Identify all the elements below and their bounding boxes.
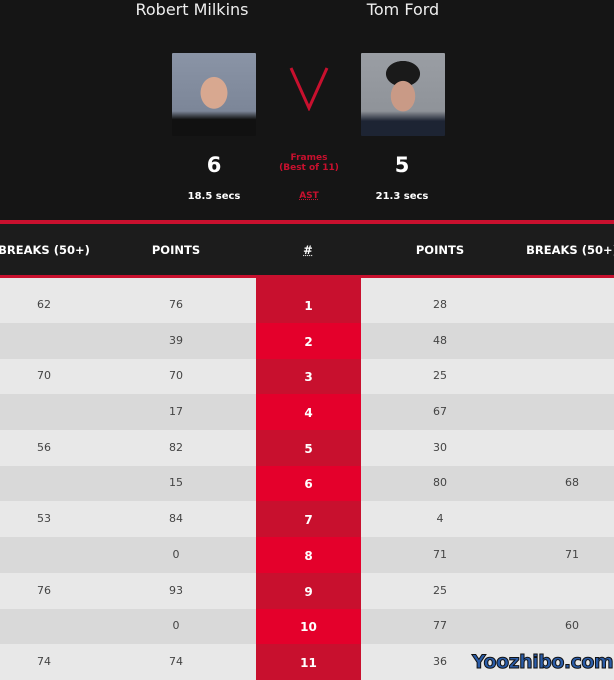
cell-points-left: 39	[169, 333, 183, 347]
cell-points-right: 30	[433, 440, 447, 454]
frame-number-text: 8	[304, 548, 313, 563]
watermark: Yoozhibo.com	[471, 651, 614, 674]
table-row: 8 0 71 71	[0, 537, 614, 573]
frame-number: 9	[256, 572, 361, 609]
ast-label[interactable]: AST	[299, 191, 319, 201]
frame-number-text: 7	[304, 513, 313, 528]
cell-points-left: 15	[169, 476, 183, 490]
frame-number-text: 6	[304, 477, 313, 492]
cell-breaks-right: 68	[565, 476, 579, 490]
cell-points-right: 28	[433, 298, 447, 311]
frame-number-text: 2	[304, 334, 313, 349]
table-row: 5 56 82 30	[0, 430, 614, 466]
cell-points-left: 84	[169, 512, 183, 526]
header-points-left: POINTS	[151, 243, 201, 257]
cell-points-right: 80	[433, 476, 447, 490]
cell-points-left: 70	[169, 369, 183, 383]
header-frame-number: #	[303, 243, 313, 257]
cell-points-left: 76	[169, 298, 183, 311]
frame-number-text: 11	[300, 655, 317, 670]
frame-number: 10	[256, 608, 361, 645]
table-row: 4 17 67	[0, 394, 614, 431]
cell-points-right: 25	[433, 583, 447, 597]
frame-number-text: 9	[304, 584, 313, 599]
frame-number: 4	[256, 394, 361, 431]
player-left-ast: 18.5 secs	[187, 191, 241, 202]
player-right-score: 5	[394, 153, 410, 177]
cell-points-right: 36	[433, 654, 447, 668]
frame-number: 1	[256, 278, 361, 323]
frame-number-text: 10	[300, 620, 317, 635]
versus-mark	[289, 67, 329, 111]
table-row: 7 53 84 4	[0, 501, 614, 538]
frame-number: 5	[256, 430, 361, 466]
cell-breaks-left: 62	[37, 298, 51, 311]
player-left-name[interactable]: Robert Milkins	[135, 0, 249, 19]
cell-points-right: 71	[433, 547, 447, 561]
frames-table: 1 62 76 28 2 39 48 3 70 70 25 4 17 67 5 56 82 30 6 15 80 68 7 5…	[0, 278, 614, 680]
player-left-score: 6	[206, 153, 222, 177]
header-breaks-right: BREAKS (50+)	[526, 243, 614, 257]
frame-number-text: 4	[304, 406, 313, 421]
table-row: 9 76 93 25	[0, 572, 614, 609]
frame-number-text: 5	[304, 441, 313, 456]
cell-points-left: 74	[169, 654, 183, 668]
player-left-photo	[172, 53, 256, 136]
frame-number: 3	[256, 358, 361, 395]
table-row: 11 74 74 36	[0, 644, 614, 680]
cell-breaks-left: 53	[37, 512, 51, 526]
table-row: 6 15 80 68	[0, 465, 614, 502]
frame-number: 6	[256, 465, 361, 502]
frame-number: 7	[256, 501, 361, 538]
player-right-ast: 21.3 secs	[375, 191, 429, 202]
table-row: 1 62 76 28	[0, 278, 614, 323]
divider	[0, 220, 614, 224]
header-breaks-left: BREAKS (50+)	[0, 243, 90, 257]
cell-breaks-left: 76	[37, 583, 51, 597]
cell-breaks-right: 60	[565, 619, 579, 633]
frames-title: Frames	[290, 153, 328, 163]
cell-points-right: 25	[433, 369, 447, 383]
player-right-name[interactable]: Tom Ford	[366, 0, 440, 19]
cell-points-right: 4	[436, 512, 444, 526]
frame-number: 2	[256, 323, 361, 359]
header-points-right: POINTS	[415, 243, 465, 257]
divider	[0, 275, 614, 278]
best-of: (Best of 11)	[279, 163, 339, 173]
cell-breaks-left: 70	[37, 369, 51, 383]
player-right-photo	[361, 53, 445, 136]
table-row: 3 70 70 25	[0, 358, 614, 395]
frame-number-text: 1	[304, 299, 313, 313]
cell-points-right: 77	[433, 619, 447, 633]
frames-label: Frames (Best of 11)	[259, 153, 359, 173]
cell-points-left: 93	[169, 583, 183, 597]
table-row: 10 0 77 60	[0, 608, 614, 645]
cell-points-right: 67	[433, 405, 447, 419]
match-header: Robert Milkins Tom Ford 6 5 Frames (Best …	[0, 0, 614, 220]
frame-number: 11	[256, 644, 361, 680]
table-row: 2 39 48	[0, 323, 614, 359]
cell-breaks-left: 56	[37, 440, 51, 454]
cell-points-left: 0	[172, 547, 180, 561]
frame-number: 8	[256, 537, 361, 573]
cell-points-left: 0	[172, 619, 180, 633]
cell-points-left: 17	[169, 405, 183, 419]
cell-points-right: 48	[433, 333, 447, 347]
cell-points-left: 82	[169, 440, 183, 454]
cell-breaks-right: 71	[565, 547, 579, 561]
table-header: BREAKS (50+) POINTS # POINTS BREAKS (50+…	[0, 224, 614, 275]
cell-breaks-left: 74	[37, 654, 51, 668]
frame-number-text: 3	[304, 370, 313, 385]
